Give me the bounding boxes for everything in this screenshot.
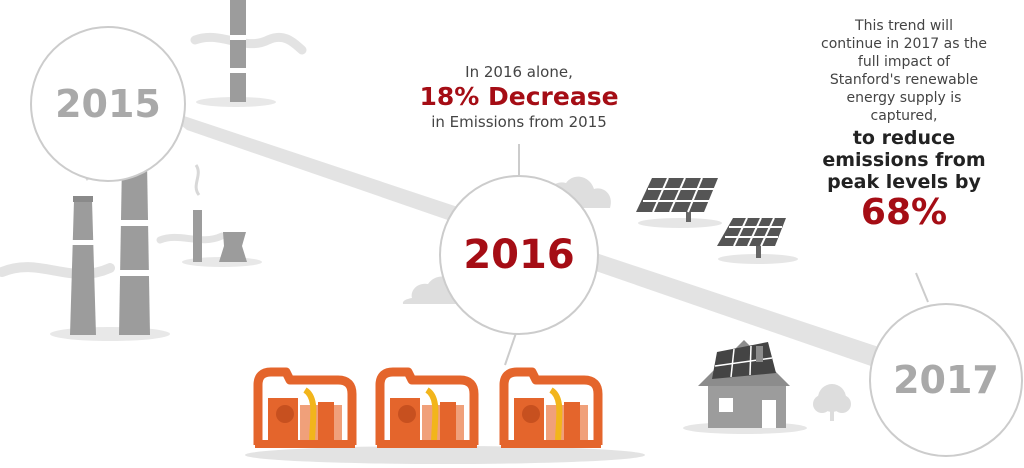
callout-2016: In 2016 alone, 18% Decrease in Emissions… xyxy=(390,63,648,131)
callout-2017: This trend will continue in 2017 as the … xyxy=(798,17,1010,233)
year-label-2015: 2015 xyxy=(55,82,161,126)
callout-2017-bold: peak levels by xyxy=(827,171,981,193)
callout-2016-detail: in Emissions from 2015 xyxy=(431,113,607,131)
circle-2016 xyxy=(439,175,599,335)
tree-icon xyxy=(813,384,851,421)
callout-2017-line: This trend will xyxy=(855,18,953,34)
callout-2017-line: energy supply is xyxy=(846,90,962,106)
callout-2016-intro: In 2016 alone, xyxy=(465,63,573,81)
energy-units-icon xyxy=(245,367,645,464)
year-label-2016: 2016 xyxy=(463,232,575,278)
house-icon xyxy=(683,340,807,434)
callout-2017-line: continue in 2017 as the xyxy=(821,36,987,52)
tower-icon xyxy=(190,0,307,107)
callout-2017-bold: emissions from xyxy=(822,149,986,171)
callout-2017-bold: to reduce xyxy=(852,127,956,149)
solar-panel-icon xyxy=(717,217,798,264)
callout-2017-percent: 68% xyxy=(860,192,948,233)
solar-panel-icon xyxy=(636,177,722,228)
circle-2017 xyxy=(869,303,1023,457)
circle-2015 xyxy=(30,26,186,182)
small-factory-icon xyxy=(156,210,262,267)
callout-2017-line: Stanford's renewable xyxy=(829,72,979,88)
callout-2016-headline: 18% Decrease xyxy=(419,82,619,111)
factory-icon xyxy=(0,144,201,341)
callout-2017-line: full impact of xyxy=(857,54,951,70)
connector-line xyxy=(915,272,929,303)
callout-2017-line: captured, xyxy=(870,108,938,124)
year-label-2017: 2017 xyxy=(893,358,999,402)
connector-line xyxy=(504,332,517,366)
